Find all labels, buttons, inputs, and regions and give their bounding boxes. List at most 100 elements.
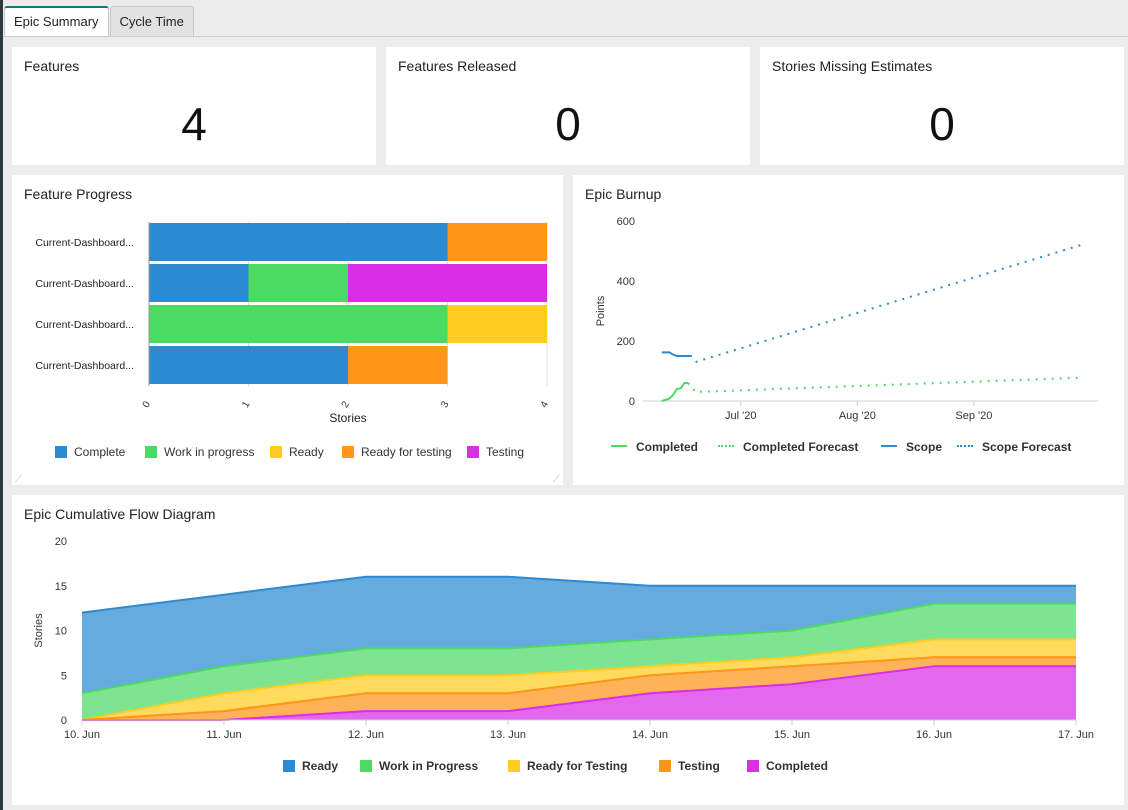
kpi-card-features: Features 4 xyxy=(12,47,376,165)
y-tick-label: 15 xyxy=(55,581,67,593)
x-tick-label: 16. Jun xyxy=(916,729,952,741)
legend-item-completed-forecast[interactable]: Completed Forecast xyxy=(718,440,858,454)
legend-item-completed[interactable]: Completed xyxy=(747,759,828,773)
bar-segment-work-in-progress xyxy=(248,264,348,302)
x-tick-label: 0 xyxy=(141,399,154,410)
kpi-title: Features Released xyxy=(398,58,517,74)
bar-segment-testing xyxy=(348,264,547,302)
series-line-scope-forecast xyxy=(695,243,1084,363)
series-line-completed xyxy=(661,382,689,402)
area-testing xyxy=(82,657,1076,720)
category-label: Current-Dashboard... xyxy=(35,319,134,331)
kpi-value: 4 xyxy=(181,98,207,150)
panel-title: Feature Progress xyxy=(24,186,133,202)
legend-swatch xyxy=(881,445,897,447)
x-tick-label: Aug '20 xyxy=(839,410,876,422)
legend-item-ready[interactable]: Ready xyxy=(270,445,324,459)
kpi-value: 0 xyxy=(555,98,581,150)
tab-cycle-time[interactable]: Cycle Time xyxy=(109,6,194,37)
legend-label: Testing xyxy=(486,445,525,459)
feature-progress-panel: Feature Progress Current-Dashboard... Cur… xyxy=(12,175,563,485)
kpi-title: Features xyxy=(24,58,80,74)
legend-label: Work in progress xyxy=(164,445,255,459)
x-axis-title: Stories xyxy=(329,411,366,425)
legend-label: Ready for Testing xyxy=(527,759,628,773)
legend-swatch xyxy=(747,760,759,772)
y-tick-label: 10 xyxy=(55,626,67,638)
legend-item-testing[interactable]: Testing xyxy=(467,445,524,459)
x-tick-label: Jul '20 xyxy=(725,410,756,422)
y-tick-label: 600 xyxy=(617,216,635,228)
legend-item-work-in-progress[interactable]: Work in progress xyxy=(145,445,254,459)
legend-item-ready[interactable]: Ready xyxy=(283,759,338,773)
x-tick-label: 4 xyxy=(539,399,552,410)
bar-segment-ready-for-testing xyxy=(447,223,547,261)
legend-item-ready-for-testing[interactable]: Ready for Testing xyxy=(508,759,627,773)
x-tick-label: 17. Jun xyxy=(1058,729,1094,741)
y-axis-title: Stories xyxy=(33,613,45,648)
area-ready xyxy=(82,576,1076,694)
x-tick-label: 15. Jun xyxy=(774,729,810,741)
y-tick-label: 0 xyxy=(61,715,67,727)
legend-label: Completed xyxy=(636,440,699,454)
bar-segment-complete xyxy=(149,223,448,261)
legend-swatch xyxy=(467,446,479,458)
bar-segment-ready xyxy=(447,305,547,343)
area-line-ready xyxy=(81,575,1076,614)
x-tick-label: 14. Jun xyxy=(632,729,668,741)
series-line-completed-forecast xyxy=(687,376,1084,394)
tab-bar: Epic Summary Cycle Time xyxy=(4,6,195,37)
area-completed xyxy=(82,666,1076,720)
area-line-ready-for-testing xyxy=(81,638,1076,721)
x-tick-label: 11. Jun xyxy=(206,729,241,741)
legend-swatch xyxy=(659,760,671,772)
area-line-completed xyxy=(82,665,1076,721)
left-window-border xyxy=(0,0,3,810)
cumulative-flow-chart: 0 5 10 15 20 Stories 10. Jun 11. Jun 12. Jun 13. … xyxy=(33,536,1094,741)
legend-swatch xyxy=(270,446,282,458)
bar-segment-work-in-progress xyxy=(149,305,448,343)
legend-label: Ready for testing xyxy=(361,445,452,459)
legend-swatch xyxy=(611,445,627,447)
kpi-card-stories-missing-estimates: Stories Missing Estimates 0 xyxy=(760,47,1124,165)
kpi-card-features-released: Features Released 0 xyxy=(386,47,750,165)
legend-item-scope-forecast[interactable]: Scope Forecast xyxy=(957,440,1071,454)
kpi-value: 0 xyxy=(929,98,955,150)
tab-epic-summary[interactable]: Epic Summary xyxy=(4,6,109,37)
y-tick-label: 200 xyxy=(617,336,635,348)
x-tick-label: 12. Jun xyxy=(348,729,384,741)
legend-label: Ready xyxy=(302,759,339,773)
legend-swatch xyxy=(360,760,372,772)
legend-item-work-in-progress[interactable]: Work in Progress xyxy=(360,759,478,773)
x-tick-label: 3 xyxy=(439,399,452,410)
category-label: Current-Dashboard... xyxy=(35,360,134,372)
legend-label: Completed Forecast xyxy=(743,440,859,454)
legend-label: Scope xyxy=(906,440,943,454)
legend-item-ready-for-testing[interactable]: Ready for testing xyxy=(342,445,452,459)
category-label: Current-Dashboard... xyxy=(35,278,134,290)
category-label: Current-Dashboard... xyxy=(35,237,134,249)
bar-segment-complete xyxy=(149,346,348,384)
legend-swatch xyxy=(55,446,67,458)
legend-label: Completed xyxy=(766,759,829,773)
legend-label: Testing xyxy=(678,759,720,773)
resize-handle-right[interactable]: ⟋ xyxy=(553,474,560,485)
legend-swatch xyxy=(957,445,973,447)
legend-item-completed[interactable]: Completed xyxy=(611,440,698,454)
legend-swatch xyxy=(508,760,520,772)
bar-segment-ready-for-testing xyxy=(348,346,448,384)
bar-segment-complete xyxy=(149,264,249,302)
legend-item-complete[interactable]: Complete xyxy=(55,445,125,459)
resize-handle-left[interactable]: ⟋ xyxy=(15,474,22,485)
kpi-title: Stories Missing Estimates xyxy=(772,58,933,74)
panel-title: Epic Burnup xyxy=(585,186,662,202)
legend-swatch xyxy=(283,760,295,772)
x-tick-label: 2 xyxy=(340,399,353,410)
legend-label: Complete xyxy=(74,445,126,459)
legend-item-testing[interactable]: Testing xyxy=(659,759,720,773)
x-tick-label: Sep '20 xyxy=(955,410,992,422)
legend-swatch xyxy=(145,446,157,458)
panel-title: Epic Cumulative Flow Diagram xyxy=(24,506,216,522)
legend-item-scope[interactable]: Scope xyxy=(881,440,942,454)
x-tick-label: 13. Jun xyxy=(490,729,526,741)
